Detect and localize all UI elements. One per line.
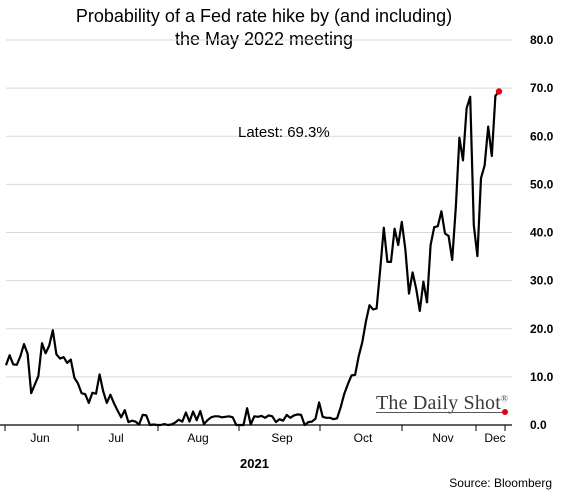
x-tick-label: Jun xyxy=(30,431,49,445)
watermark-dot xyxy=(502,409,508,415)
y-tick-label: 20.0 xyxy=(530,322,554,336)
x-tick-label: Jul xyxy=(108,431,123,445)
y-tick-label: 50.0 xyxy=(530,177,554,191)
series-line xyxy=(4,90,500,427)
y-tick-label: 30.0 xyxy=(530,274,554,288)
x-axis-year-label: 2021 xyxy=(240,456,269,471)
x-tick-label: Aug xyxy=(187,431,208,445)
y-tick-label: 10.0 xyxy=(530,370,554,384)
latest-point-marker xyxy=(495,88,503,95)
watermark-text: The Daily Shot xyxy=(376,392,502,414)
watermark-underline xyxy=(376,412,502,413)
latest-annotation: Latest: 69.3% xyxy=(238,124,330,141)
watermark-registered-mark: ® xyxy=(501,393,509,404)
y-tick-label: 40.0 xyxy=(530,226,554,240)
source-note: Source: Bloomberg xyxy=(449,476,552,490)
chart-subtitle: the May 2022 meeting xyxy=(174,29,354,49)
x-tick-label: Oct xyxy=(354,431,373,445)
y-tick-label: 0.0 xyxy=(530,418,547,432)
chart-title: Probability of a Fed rate hike by (and i… xyxy=(75,6,453,26)
y-tick-label: 70.0 xyxy=(530,81,554,95)
y-tick-label: 60.0 xyxy=(530,129,554,143)
x-tick-label: Dec xyxy=(484,431,505,445)
watermark-logo: The Daily Shot® xyxy=(376,392,508,415)
x-tick-label: Nov xyxy=(432,431,453,445)
x-tick-label: Sep xyxy=(271,431,293,445)
y-tick-label: 80.0 xyxy=(530,33,554,47)
